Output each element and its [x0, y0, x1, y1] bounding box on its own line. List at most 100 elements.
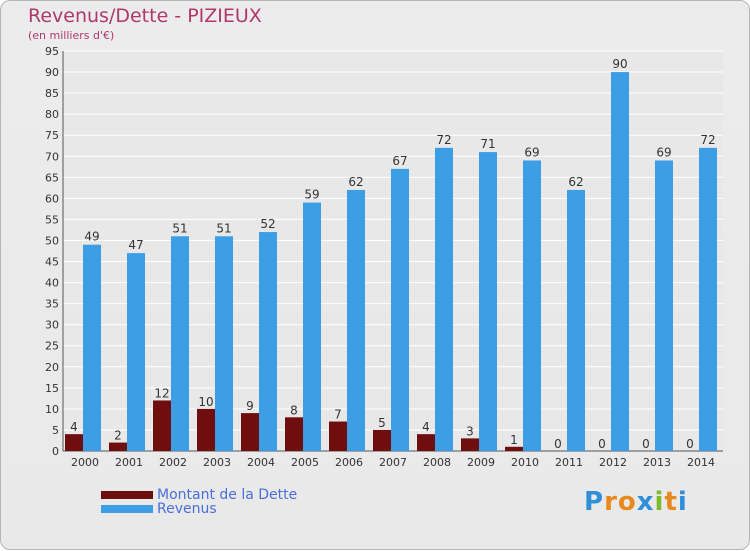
x-tick-label: 2007 — [379, 456, 407, 469]
y-tick-label: 85 — [45, 87, 59, 100]
bar-dette — [505, 446, 523, 451]
data-label-dette: 10 — [198, 395, 213, 409]
y-tick-label: 35 — [45, 298, 59, 311]
data-label-revenus: 49 — [84, 230, 99, 244]
data-label-revenus: 62 — [348, 175, 363, 189]
logo-letter: o — [617, 487, 637, 517]
data-label-dette: 8 — [290, 403, 298, 417]
data-label-dette: 12 — [154, 386, 169, 400]
bar-revenus — [699, 147, 717, 451]
data-label-dette: 9 — [246, 399, 254, 413]
x-tick-label: 2008 — [423, 456, 451, 469]
x-tick-label: 2006 — [335, 456, 363, 469]
bar-revenus — [523, 160, 541, 451]
bar-revenus — [479, 152, 497, 452]
y-tick-label: 40 — [45, 277, 59, 290]
data-label-revenus: 69 — [656, 145, 671, 159]
y-tick-label: 55 — [45, 213, 59, 226]
chart-title: Revenus/Dette - PIZIEUX — [28, 5, 262, 27]
bar-dette — [285, 417, 303, 451]
data-label-revenus: 72 — [436, 133, 451, 147]
data-label-revenus: 71 — [480, 137, 495, 151]
y-tick-label: 25 — [45, 340, 59, 353]
x-tick-label: 2005 — [291, 456, 319, 469]
bar-dette — [417, 434, 435, 451]
bar-revenus — [215, 236, 233, 451]
bar-revenus — [171, 236, 189, 451]
y-tick-label: 0 — [52, 445, 59, 458]
legend-label-revenus: Revenus — [157, 501, 217, 517]
x-tick-label: 2002 — [159, 456, 187, 469]
y-tick-label: 45 — [45, 256, 59, 269]
bar-dette — [197, 408, 215, 451]
bar-dette — [65, 434, 83, 451]
chart-subtitle: (en milliers d'€) — [28, 29, 115, 42]
x-tick-label: 2001 — [115, 456, 143, 469]
y-tick-label: 60 — [45, 192, 59, 205]
bar-revenus — [259, 232, 277, 451]
data-label-dette: 5 — [378, 416, 386, 430]
data-label-revenus: 72 — [700, 133, 715, 147]
bar-dette — [153, 400, 171, 451]
bar-revenus — [391, 168, 409, 452]
data-label-dette: 7 — [334, 408, 342, 422]
bar-dette — [461, 438, 479, 451]
y-tick-label: 30 — [45, 319, 59, 332]
x-tick-label: 2013 — [643, 456, 671, 469]
y-tick-label: 20 — [45, 361, 59, 374]
y-tick-label: 10 — [45, 403, 59, 416]
legend-swatch-revenus — [101, 505, 153, 513]
x-tick-label: 2009 — [467, 456, 495, 469]
data-label-dette: 0 — [642, 437, 650, 451]
bar-revenus — [303, 202, 321, 451]
logo-letter: x — [636, 487, 655, 517]
data-label-dette: 0 — [598, 437, 606, 451]
bar-dette — [373, 429, 391, 451]
data-label-revenus: 62 — [568, 175, 583, 189]
x-tick-label: 2012 — [599, 456, 627, 469]
data-label-dette: 1 — [510, 433, 518, 447]
bar-revenus — [127, 253, 145, 451]
data-label-revenus: 90 — [612, 57, 627, 71]
bar-revenus — [83, 244, 101, 451]
y-tick-label: 5 — [52, 424, 59, 437]
bar-dette — [241, 413, 259, 451]
logo-letter: t — [664, 487, 678, 517]
x-tick-label: 2014 — [687, 456, 715, 469]
bar-revenus — [347, 189, 365, 451]
x-tick-label: 2011 — [555, 456, 583, 469]
logo-letter: i — [654, 487, 665, 517]
bar-revenus — [435, 147, 453, 451]
y-tick-label: 80 — [45, 108, 59, 121]
data-label-revenus: 69 — [524, 145, 539, 159]
data-label-dette: 2 — [114, 429, 122, 443]
legend-label-dette: Montant de la Dette — [157, 487, 298, 503]
y-tick-label: 75 — [45, 129, 59, 142]
data-label-dette: 3 — [466, 424, 474, 438]
data-label-revenus: 51 — [172, 221, 187, 235]
bar-dette — [329, 421, 347, 451]
data-label-dette: 4 — [422, 420, 430, 434]
logo-letter: r — [604, 487, 618, 517]
x-tick-label: 2003 — [203, 456, 231, 469]
data-label-dette: 0 — [554, 437, 562, 451]
y-tick-label: 90 — [45, 66, 59, 79]
y-tick-label: 95 — [45, 45, 59, 58]
data-label-revenus: 47 — [128, 238, 143, 252]
data-label-revenus: 59 — [304, 188, 319, 202]
bar-revenus — [611, 72, 629, 451]
legend-swatch-dette — [101, 491, 153, 499]
y-tick-label: 15 — [45, 382, 59, 395]
y-tick-label: 65 — [45, 171, 59, 184]
data-label-revenus: 51 — [216, 221, 231, 235]
data-label-dette: 0 — [686, 437, 694, 451]
bar-dette — [109, 442, 127, 451]
data-label-revenus: 52 — [260, 217, 275, 231]
data-label-dette: 4 — [70, 420, 78, 434]
x-tick-label: 2010 — [511, 456, 539, 469]
logo-letter: P — [584, 487, 605, 517]
logo-letter: i — [677, 487, 688, 517]
bar-revenus — [567, 189, 585, 451]
